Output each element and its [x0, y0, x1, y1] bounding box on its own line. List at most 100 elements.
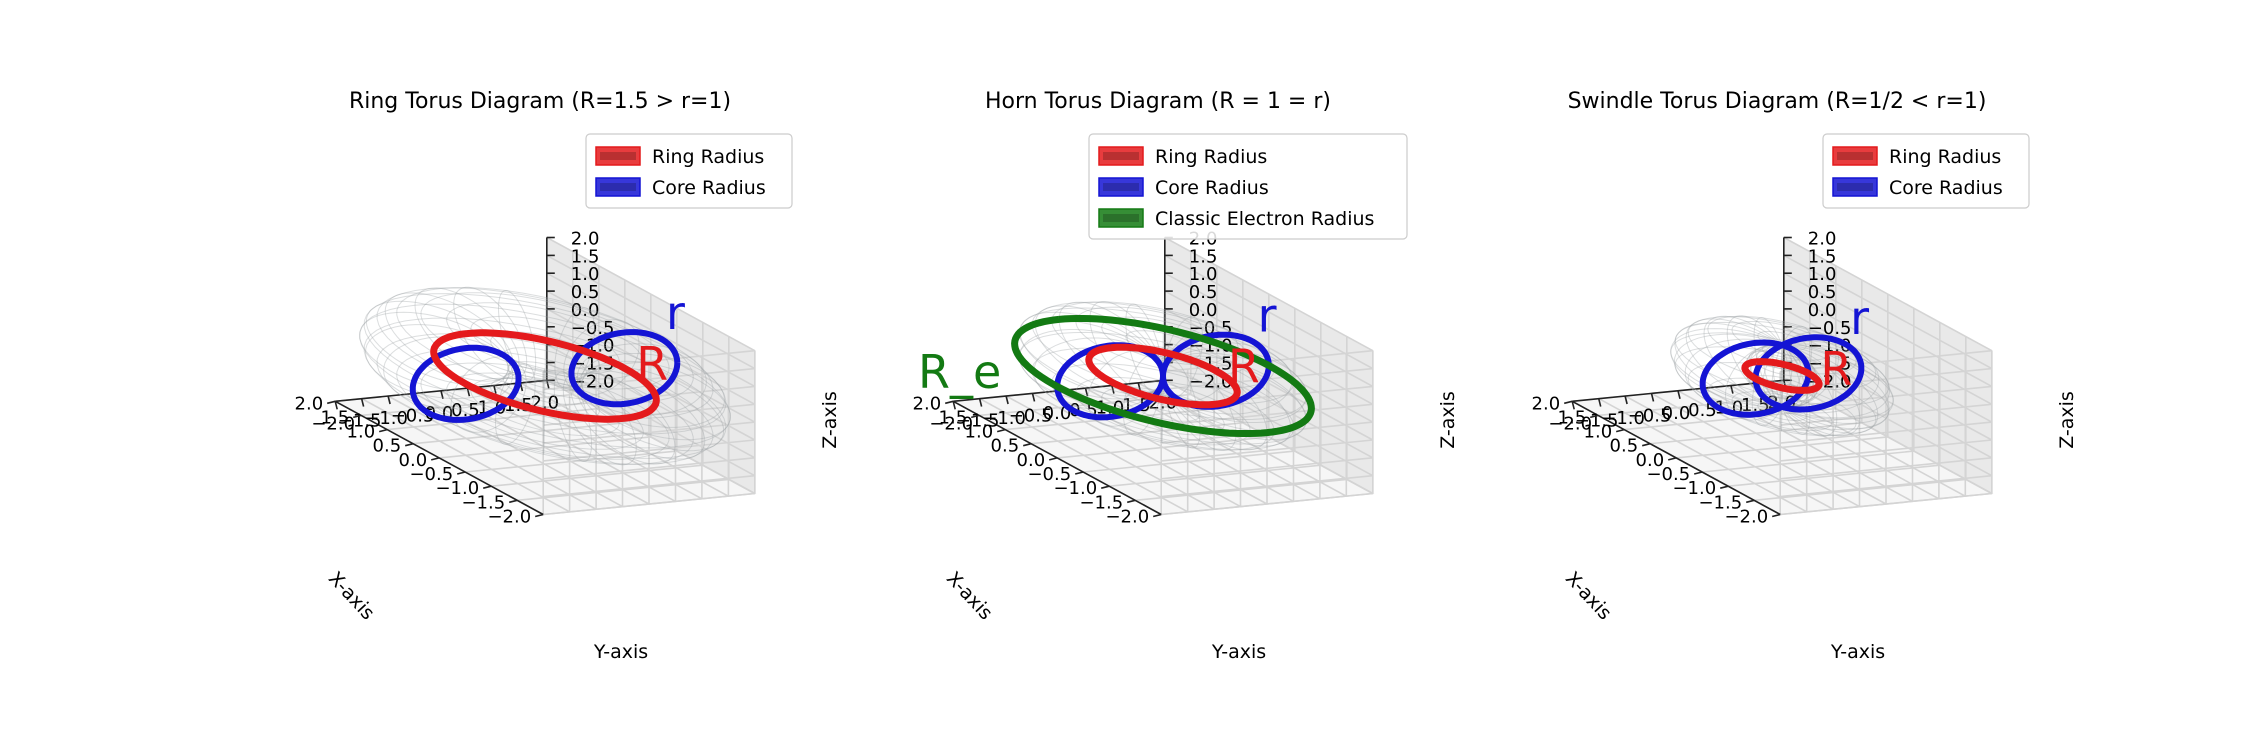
gridline — [1783, 236, 1993, 352]
core-circle-left — [409, 344, 522, 423]
surface-parallel — [470, 377, 620, 437]
legend-label: Ring Radius — [1155, 146, 1267, 168]
surface-meridian — [365, 300, 510, 386]
y-tick-label: −1.0 — [1601, 408, 1645, 429]
x-tick — [405, 442, 414, 447]
y-axis-label: Y-axis — [1211, 641, 1266, 663]
legend-swatch — [595, 177, 641, 197]
gridline — [546, 236, 756, 352]
surface-parallel — [1731, 321, 1833, 361]
legend: Ring Radius Core Radius Classic Electron R… — [1088, 133, 1408, 240]
surface-parallel — [1707, 315, 1857, 375]
z-tick-label: 1.0 — [1808, 264, 1837, 285]
x-tick-label: −1.5 — [1698, 492, 1742, 513]
x-tick-label: −2.0 — [1724, 506, 1768, 527]
y-tick-label: −1.5 — [338, 411, 382, 432]
z-tick-label: 0.0 — [1808, 300, 1837, 321]
legend-swatch-inner — [1837, 152, 1873, 160]
x-tick-label: 1.5 — [321, 407, 350, 428]
x-tick-label: −0.5 — [1646, 464, 1690, 485]
gridline — [1780, 403, 1992, 426]
surface-meridian — [581, 360, 731, 441]
legend-swatch — [1098, 146, 1144, 166]
gridline — [1780, 421, 1992, 444]
y-tick — [466, 388, 471, 397]
gridline — [1164, 272, 1374, 388]
gridline — [440, 390, 650, 505]
panel-title: Ring Torus Diagram (R=1.5 > r=1) — [349, 89, 731, 114]
x-tick — [1153, 513, 1162, 518]
y-tick — [1111, 385, 1115, 394]
legend-swatch — [1098, 177, 1144, 197]
surface-parallel — [446, 302, 644, 380]
x-tick-label: 0.0 — [1636, 450, 1665, 471]
surface-meridian — [495, 363, 536, 445]
gridline — [1783, 254, 1993, 370]
torus-circles — [1699, 334, 1865, 418]
y-tick-label: −2.0 — [311, 413, 355, 434]
annotations: Rr R_e — [918, 289, 1277, 399]
y-tick — [546, 380, 550, 389]
x-tick-label: −0.5 — [409, 464, 453, 485]
surface-parallel — [1018, 307, 1308, 421]
gridline — [1085, 387, 1294, 503]
z-tick-label: 0.5 — [1808, 282, 1837, 303]
surface-parallel — [1051, 301, 1275, 389]
z-tick-label: 1.5 — [1189, 246, 1218, 267]
y-tick — [1137, 382, 1142, 392]
y-tick — [360, 398, 365, 407]
y-tick-label: −0.5 — [1628, 405, 1672, 426]
surface-parallel — [490, 331, 600, 375]
legend-swatch — [1098, 208, 1144, 228]
gridlines — [1571, 236, 1993, 516]
z-tick-label: 1.0 — [1189, 264, 1218, 285]
core-radius-label: r — [666, 286, 685, 340]
legend-label: Core Radius — [1155, 177, 1269, 199]
gridline — [546, 272, 756, 388]
y-tick-label: 0.0 — [1043, 403, 1072, 424]
surface-meridian — [580, 353, 725, 428]
gridline — [1598, 393, 1810, 417]
surface-parallel — [396, 286, 694, 404]
x-tick-label: −2.0 — [1105, 506, 1149, 527]
z-axis-label: Z-axis — [819, 391, 841, 449]
x-tick-label: 0.5 — [373, 436, 402, 457]
x-tick — [1127, 499, 1136, 504]
annotations: Rr — [1820, 291, 1869, 396]
y-tick — [1005, 395, 1009, 405]
gridline — [1164, 379, 1374, 495]
surface-parallel — [396, 348, 694, 466]
ring-radius-label: R — [1228, 339, 1260, 393]
legend: Ring Radius Core Radius — [1822, 133, 2030, 209]
legend-label: Core Radius — [652, 177, 766, 199]
surface-parallel — [1687, 316, 1877, 391]
surface-meridian — [563, 319, 640, 396]
y-tick-label: −1.0 — [364, 408, 408, 429]
z-tick-label: 0.0 — [571, 300, 600, 321]
x-tick-label: 2.0 — [295, 393, 324, 414]
annotations: Rr — [636, 286, 685, 391]
z-tick-label: 0.5 — [1189, 282, 1218, 303]
gridline — [1783, 308, 1993, 423]
x-tick — [945, 400, 954, 405]
y-tick — [1084, 388, 1089, 397]
y-tick — [1730, 385, 1734, 394]
gridline — [1783, 379, 1993, 495]
electron-circle — [1011, 315, 1315, 437]
surface-parallel — [1018, 331, 1308, 445]
y-tick-label: 0.0 — [1662, 403, 1691, 424]
gridline — [1730, 384, 1940, 500]
y-tick — [1031, 393, 1036, 402]
x-tick-label: 1.5 — [1558, 407, 1587, 428]
surface-parallel — [1674, 346, 1890, 431]
core-radius-label: r — [1850, 291, 1869, 345]
surface-parallel — [446, 372, 644, 450]
x-tick — [535, 513, 544, 518]
surface-meridian — [498, 289, 537, 381]
y-tick-label: −2.0 — [929, 413, 973, 434]
surface-parallel — [376, 287, 714, 419]
surface-parallel — [420, 362, 670, 460]
legend-label: Classic Electron Radius — [1155, 208, 1374, 230]
y-tick-label: −1.5 — [956, 411, 1000, 432]
ring-circle — [430, 329, 660, 423]
